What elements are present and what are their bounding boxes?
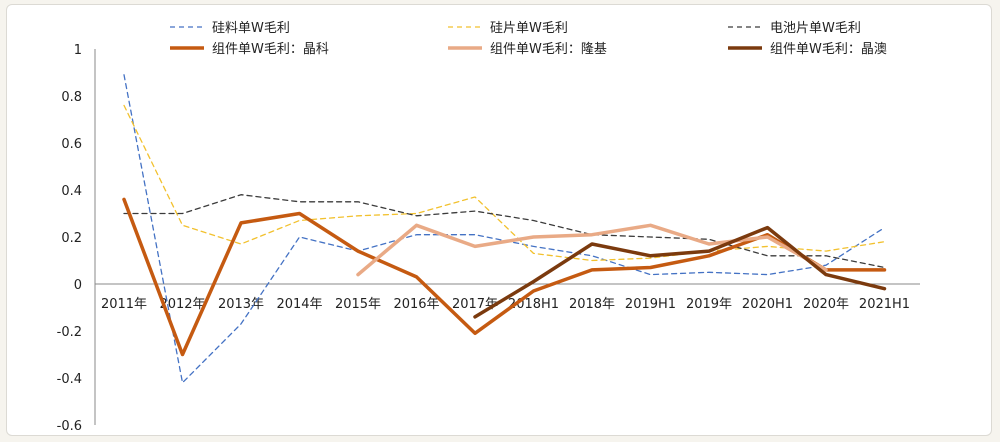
legend-label-3: 电池片单W毛利 [770,21,861,36]
series-line-4 [122,197,887,357]
x-tick-label: 2015年 [335,297,381,312]
x-tick-label: 2016年 [393,297,439,312]
legend-label-2: 硅片单W毛利 [490,21,568,36]
x-tick-label: 2020H1 [742,297,793,312]
series-line-3 [123,194,886,269]
legend-label-1: 硅料单W毛利 [212,21,290,36]
x-tick-label: 2014年 [276,297,322,312]
x-tick-label: 2013年 [218,297,264,312]
y-tick-label: 0.8 [61,90,82,105]
y-tick-label: -0.4 [57,372,82,387]
y-tick-label: 0 [74,278,82,293]
series-line-5 [356,223,828,277]
x-tick-label: 2019年 [686,297,732,312]
series-line-2 [123,104,886,262]
x-tick-label: 2011年 [101,297,147,312]
y-tick-label: 1 [74,43,82,58]
y-tick-label: -0.2 [57,325,82,340]
x-tick-label: 2018年 [569,297,615,312]
legend-label-6: 组件单W毛利：晶澳 [770,41,887,57]
axes: 1 0.8 0.6 0.4 0.2 0 -0.2 -0.4 -0.6 2011年 2012年 2013… [57,43,920,434]
series-line-6 [473,225,887,319]
y-tick-label: 0.6 [61,137,82,152]
x-tick-label: 2017年 [452,297,498,312]
legend-label-4: 组件单W毛利：晶科 [212,42,329,57]
series-group [122,74,887,384]
x-tick-label: 2019H1 [625,297,676,312]
legend-label-5: 组件单W毛利：隆基 [490,42,607,57]
x-tick-label: 2012年 [159,297,205,312]
x-tick-label: 2020年 [803,297,849,312]
y-tick-label: 0.2 [61,231,82,246]
y-tick-label: -0.6 [57,419,82,434]
x-tick-label: 2021H1 [859,297,910,312]
y-tick-label: 0.4 [61,184,82,199]
